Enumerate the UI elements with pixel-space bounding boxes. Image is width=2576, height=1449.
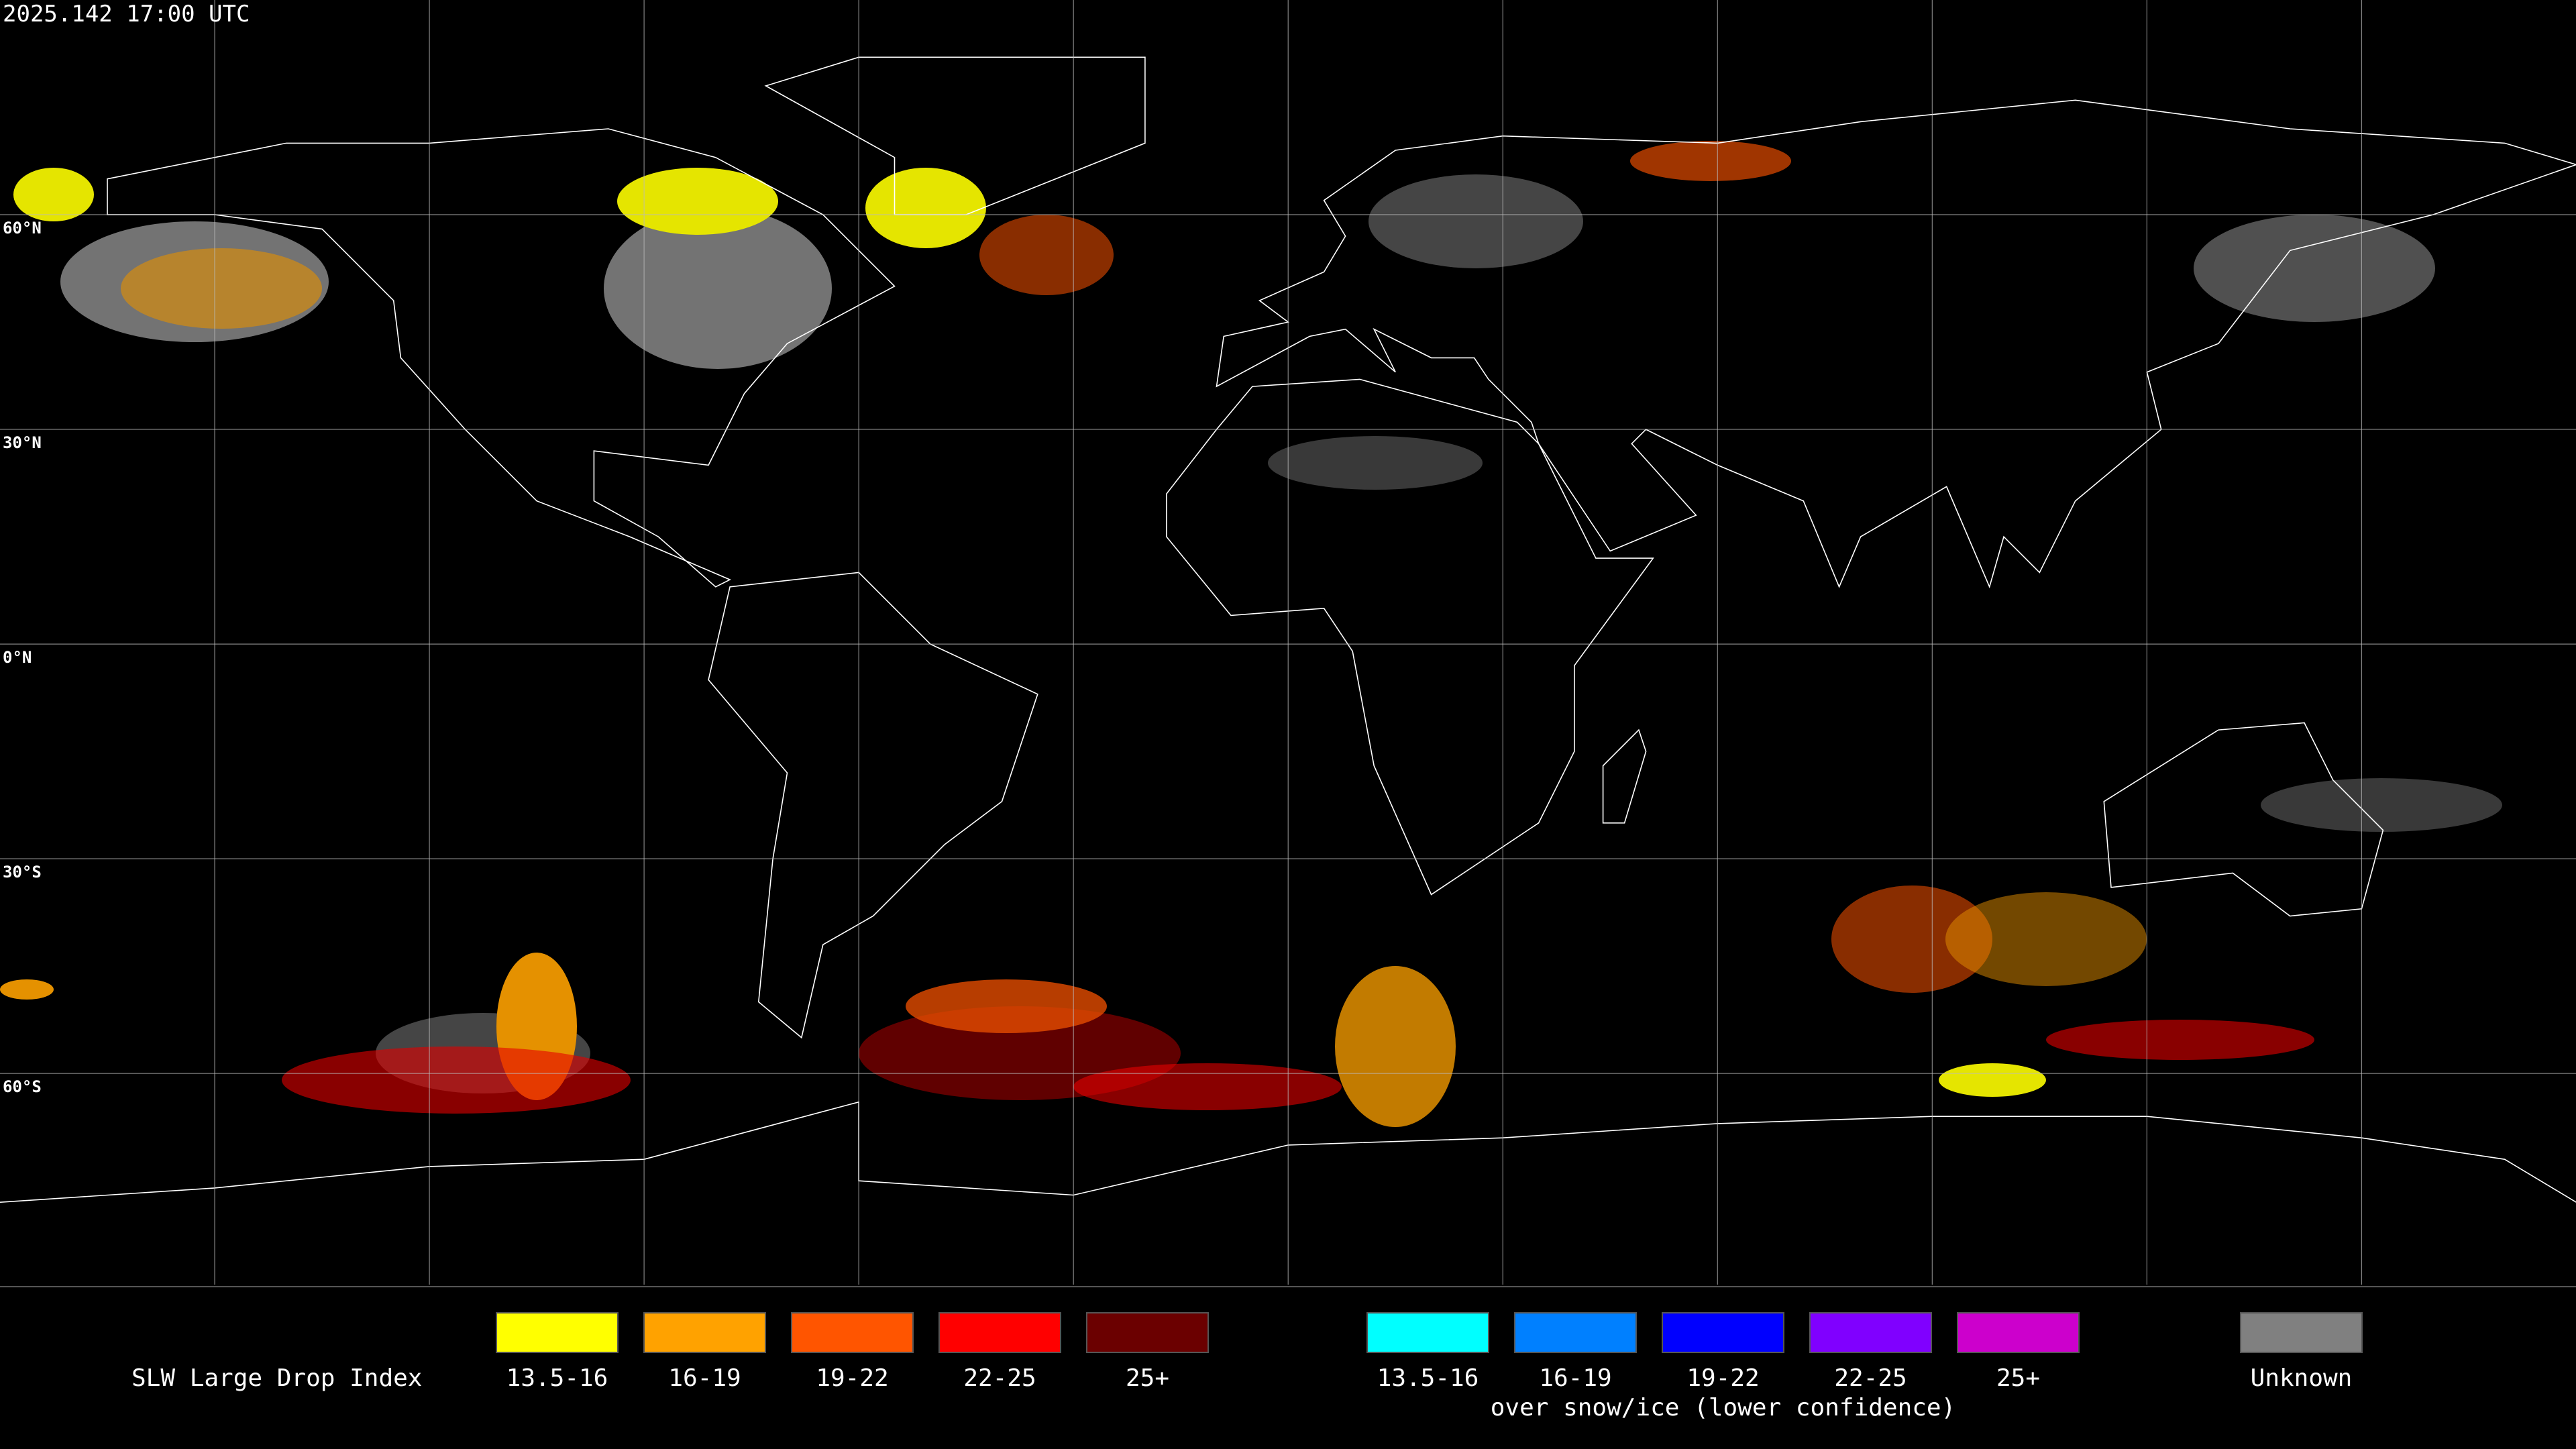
legend-swatch — [1662, 1312, 1784, 1353]
timestamp: 2025.142 17:00 UTC — [3, 1, 250, 28]
legend-swatch — [496, 1312, 619, 1353]
latitude-label: 60°N — [3, 219, 42, 237]
cloud — [2194, 215, 2435, 322]
legend-swatch — [1514, 1312, 1637, 1353]
legend-label: 16-19 — [668, 1364, 741, 1392]
map: 60°N 30°N 0°N 30°S 60°S 2025.142 17:00 UTC — [0, 0, 2576, 1285]
cloud — [0, 979, 54, 1000]
legend-label: Unknown — [2251, 1364, 2353, 1392]
legend-swatch — [791, 1312, 914, 1353]
latitude-labels: 60°N 30°N 0°N 30°S 60°S — [3, 219, 42, 1096]
latitude-label: 0°N — [3, 648, 32, 667]
legend-swatch — [1809, 1312, 1932, 1353]
cloud — [1831, 885, 1992, 993]
legend-swatch — [2240, 1312, 2363, 1353]
cloud — [1268, 436, 1483, 490]
cloud — [865, 168, 986, 248]
cloud — [2046, 1020, 2314, 1060]
legend-swatch — [643, 1312, 766, 1353]
cloud — [979, 215, 1114, 295]
coastline-australia — [2103, 722, 2384, 917]
coastline-greenland — [764, 56, 1146, 215]
cloud — [13, 168, 94, 221]
cloud — [1945, 892, 2147, 986]
latitude-label: 30°S — [3, 863, 42, 881]
coastline-madagascar — [1602, 729, 1647, 824]
cloud — [906, 979, 1107, 1033]
legend-swatch — [1957, 1312, 2080, 1353]
cloud — [1939, 1063, 2046, 1097]
cloud — [121, 248, 322, 329]
legend-caption: over snow/ice (lower confidence) — [1491, 1394, 1956, 1421]
coastline-north-america — [107, 128, 896, 588]
legend-label: 22-25 — [963, 1364, 1036, 1392]
legend-swatch — [1086, 1312, 1209, 1353]
latitude-label: 30°N — [3, 433, 42, 452]
cloud — [617, 168, 778, 235]
legend-label: 19-22 — [1686, 1364, 1759, 1392]
legend-swatch — [1366, 1312, 1489, 1353]
legend-label: 19-22 — [816, 1364, 888, 1392]
legend-label: 25+ — [1996, 1364, 2040, 1392]
cloud — [604, 208, 832, 369]
cloud — [1630, 141, 1791, 181]
cloud — [2261, 778, 2502, 832]
legend-label: 16-19 — [1539, 1364, 1611, 1392]
cloud — [1368, 174, 1583, 268]
cloud — [1335, 966, 1456, 1127]
legend-swatch — [938, 1312, 1061, 1353]
legend-label: 22-25 — [1834, 1364, 1907, 1392]
legend-label: 13.5-16 — [506, 1364, 608, 1392]
legend-label: 13.5-16 — [1377, 1364, 1479, 1392]
coastline-south-america — [708, 572, 1038, 1039]
cloud — [1073, 1063, 1342, 1110]
latitude-label: 60°S — [3, 1077, 42, 1096]
legend-label: 25+ — [1126, 1364, 1169, 1392]
legend: SLW Large Drop Index 13.5-16 16-19 19-22 22-… — [131, 1312, 2363, 1421]
coastline-eurasia — [1216, 99, 2576, 589]
cloud — [282, 1046, 631, 1114]
graticule — [0, 0, 2576, 1285]
legend-title: SLW Large Drop Index — [131, 1364, 422, 1392]
